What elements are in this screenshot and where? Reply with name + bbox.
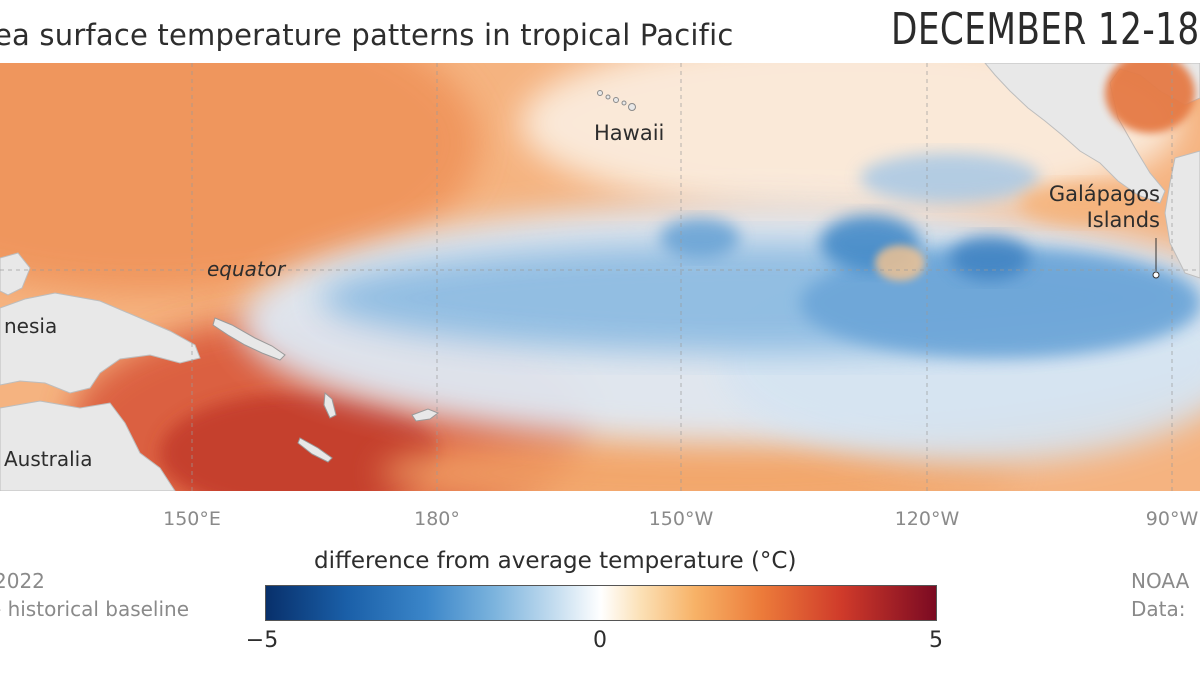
legend-min-label: −5 (245, 628, 279, 653)
cold-patch-2 (950, 236, 1030, 280)
cool-patch-north (860, 153, 1040, 203)
lon-label-180: 180° (414, 508, 460, 530)
label-hawaii: Hawaii (594, 121, 664, 145)
legend-mid-label: 0 (593, 628, 607, 653)
footer-left-line1: 2022 (0, 569, 45, 593)
land-solomon-islands (212, 317, 286, 361)
label-galapagos-line1: Galápagos (1049, 182, 1160, 206)
lon-label-120w: 120°W (894, 508, 960, 530)
lon-label-150w: 150°W (648, 508, 714, 530)
label-australia: Australia (4, 447, 92, 471)
land-new-caledonia (297, 437, 333, 463)
cold-patch-3 (660, 218, 740, 258)
date-range: DECEMBER 12-18 (891, 4, 1200, 55)
warm-spot-1 (1020, 183, 1140, 223)
footer-right-line2: Data: (1131, 597, 1186, 621)
sst-anomaly-map: Hawaii Galápagos Islands equator nesia A… (0, 63, 1200, 491)
galapagos-islands (1152, 271, 1160, 279)
warm-anomaly-northwest (0, 63, 480, 293)
legend-max-label: 5 (929, 628, 943, 653)
lon-label-90w: 90°W (1145, 508, 1199, 530)
land-gulf-region (1164, 150, 1200, 279)
graticule (0, 63, 1200, 491)
hawaii-islands (597, 90, 636, 111)
label-equator: equator (207, 257, 287, 281)
label-indonesia: nesia (4, 314, 57, 338)
map-title: ea surface temperature patterns in tropi… (0, 18, 734, 52)
legend-title: difference from average temperature (°C) (314, 548, 797, 574)
legend-colorbar (265, 585, 937, 621)
land-new-guinea (0, 292, 201, 394)
footer-right-line1: NOAA (1131, 569, 1190, 593)
land-fiji (411, 408, 440, 422)
label-galapagos-line2: Islands (1087, 208, 1160, 232)
land-vanuatu (323, 391, 337, 419)
footer-left-line2: - historical baseline (0, 597, 190, 621)
land-australia (0, 400, 176, 491)
warm-spot-2 (875, 245, 925, 281)
land-islands-west (0, 252, 31, 296)
lon-label-150e: 150°E (163, 508, 221, 530)
